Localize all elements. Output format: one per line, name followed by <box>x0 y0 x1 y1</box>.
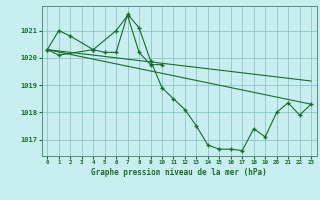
X-axis label: Graphe pression niveau de la mer (hPa): Graphe pression niveau de la mer (hPa) <box>91 168 267 177</box>
